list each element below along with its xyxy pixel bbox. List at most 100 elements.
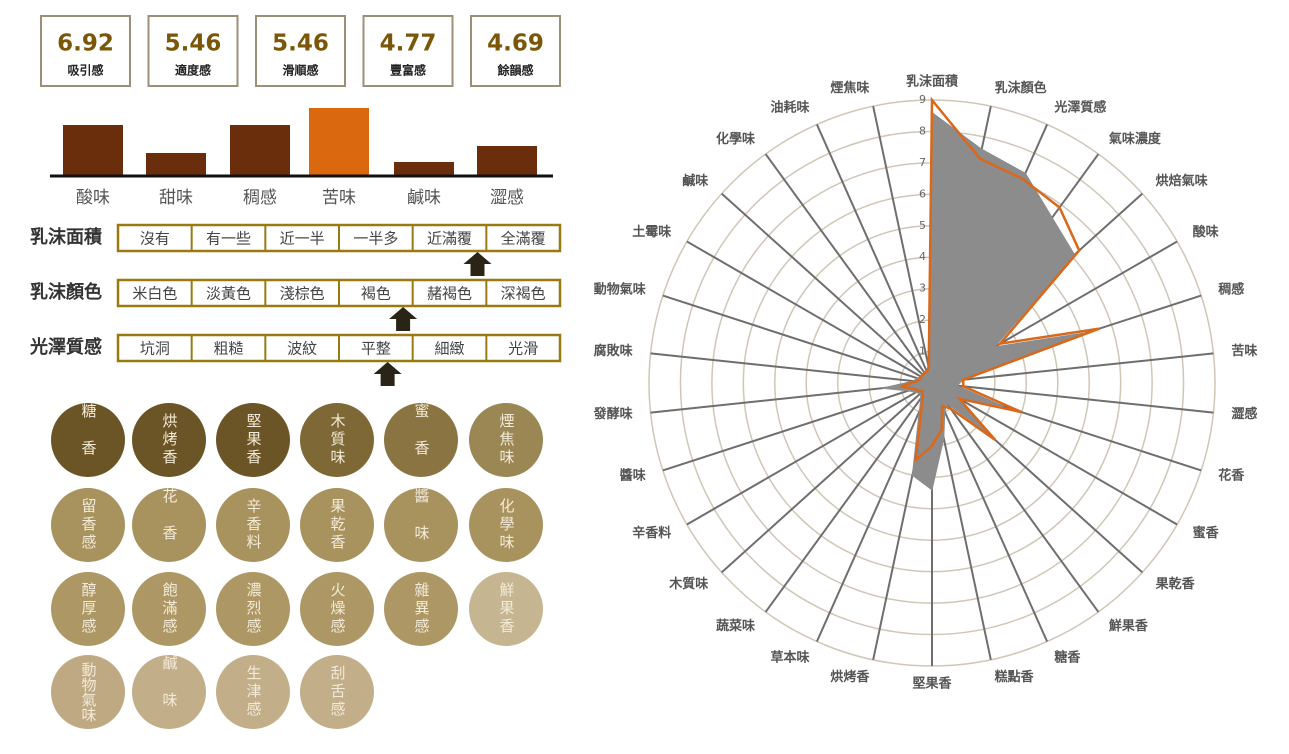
score-value: 5.46 [165,31,222,57]
spoke [931,382,1049,642]
category-label: 稠感 [1218,281,1244,297]
spoke [650,352,933,384]
flavor-tag-text: 留香感 [79,498,98,552]
flavor-tag-text: 生津感 [244,665,263,719]
x-tick-label: 稠感 [243,188,277,208]
score-box [255,15,346,87]
category-label: 烘烤香 [830,669,870,685]
scale-option: 平整 [361,340,391,358]
flavor-tag-text: 濃烈感 [244,582,263,636]
flavor-tag: 醬味 [384,488,458,562]
r-tick-label: 5 [919,219,926,232]
category-label: 澀感 [1231,406,1257,422]
r-tick-label: 1 [919,345,926,358]
scale-option: 淺棕色 [280,285,325,303]
flavor-tag-text: 糖香 [79,403,98,477]
x-tick-label: 澀感 [490,188,524,208]
scale-option: 有一些 [206,230,251,248]
category-label: 鮮果香 [1109,618,1149,634]
category-label: 糕點香 [994,669,1035,685]
bar [477,146,537,176]
spoke [721,192,933,384]
scale-option: 近滿覆 [427,230,472,248]
scale-option: 深褐色 [501,285,546,303]
r-tick-label: 4 [919,250,926,263]
flavor-tag-text: 動物氣味 [79,662,98,722]
flavor-tag-text: 蜜香 [412,403,431,477]
flavor-tag-text: 花香 [160,488,179,562]
score-value: 4.69 [487,31,544,57]
flavor-tag-text: 烘烤香 [160,413,179,467]
category-label: 油耗味 [771,100,810,116]
score-label: 適度感 [175,63,211,78]
scale-option: 一半多 [353,230,398,248]
x-tick-label: 酸味 [76,188,110,208]
scale-option: 淡黃色 [206,285,251,303]
score-value: 4.77 [380,31,437,57]
r-tick-label: 3 [919,282,926,295]
flavor-tag: 雜異感 [384,572,458,646]
category-label: 木質味 [668,576,708,592]
category-label: 堅果香 [912,676,952,692]
flavor-tag-text: 飽滿感 [160,582,179,636]
score-box [40,15,131,87]
flavor-tag: 花香 [132,488,206,562]
scale-option: 細緻 [434,340,464,358]
category-label: 動物氣味 [594,281,646,297]
category-label: 苦味 [1231,343,1257,359]
bar [309,108,369,176]
category-label: 蔬菜味 [716,618,755,634]
flavor-tag-text: 火燥感 [328,582,347,636]
scale-option: 赭褐色 [427,285,472,303]
score-label: 吸引感 [67,63,103,78]
scale-label: 乳沫顏色 [30,281,102,303]
flavor-tag: 火燥感 [300,572,374,646]
spoke [686,382,933,526]
category-label: 酸味 [1193,224,1219,240]
scale-marker [373,362,402,386]
spoke [662,382,933,472]
bar [230,125,290,176]
flavor-tag: 蜜香 [384,403,458,477]
score-label: 餘韻感 [497,63,533,78]
scale-option: 米白色 [132,285,177,303]
flavor-tag-text: 刮舌感 [328,665,347,719]
flavor-tag-text: 鹹味 [160,655,179,729]
flavor-tag: 木質味 [300,403,374,477]
scale-option: 光滑 [508,340,538,358]
flavor-tag: 辛香料 [216,488,290,562]
scale-option: 沒有 [140,230,170,248]
flavor-tag: 刮舌感 [300,655,374,729]
category-label: 醬味 [620,468,646,484]
spoke [931,382,1100,613]
score-label: 豐富感 [390,63,426,78]
score-value: 6.92 [57,31,114,57]
radar-series [900,96,1100,463]
flavor-tag: 醇厚感 [51,572,125,646]
score-box [147,15,239,87]
r-tick-label: 6 [919,187,926,200]
scale-marker [463,252,492,276]
scale-marker [389,307,418,331]
flavor-tag: 飽滿感 [132,572,206,646]
flavor-tag: 化學味 [469,488,543,562]
category-label: 乳沫面積 [906,74,959,90]
bar [146,153,206,176]
r-tick-label: 7 [919,156,926,169]
spoke [686,240,933,384]
flavor-tag-text: 醬味 [412,488,431,562]
flavor-tag-text: 木質味 [328,413,347,467]
spoke [721,382,933,574]
scale-label: 乳沫面積 [30,226,103,248]
flavor-tag-text: 堅果香 [244,413,263,467]
category-label: 花香 [1218,468,1245,484]
scale-option: 近一半 [280,230,325,248]
flavor-tag: 鮮果香 [469,572,543,646]
category-label: 辛香料 [632,525,671,541]
category-label: 土霉味 [632,224,671,240]
category-label: 草本味 [771,649,810,665]
score-label: 滑順感 [282,63,318,78]
scale-option: 全滿覆 [501,230,546,248]
